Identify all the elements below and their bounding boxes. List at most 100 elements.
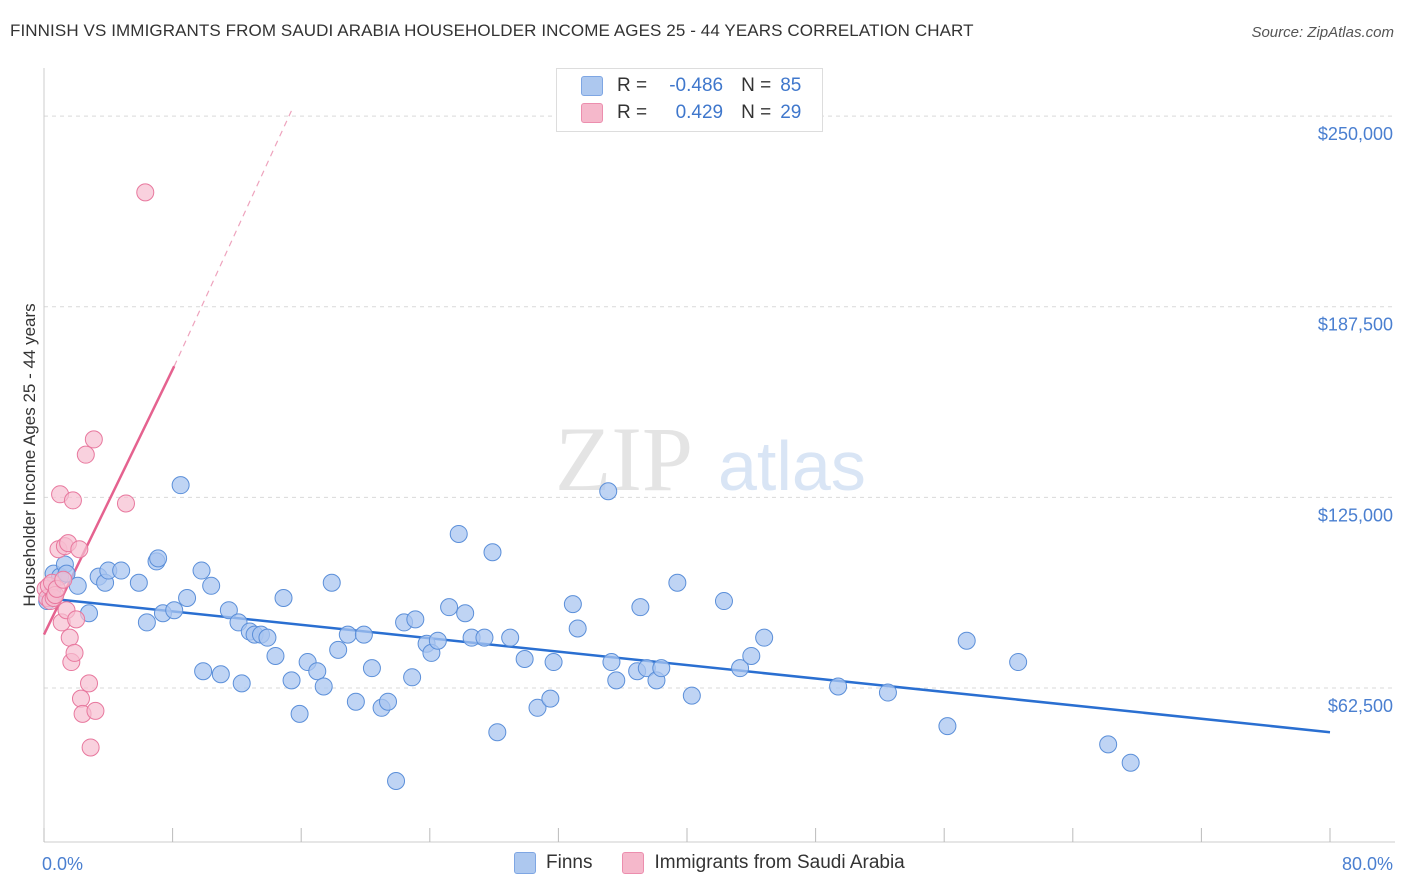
data-point-finns	[219, 601, 238, 620]
legend-item-saudi: Immigrants from Saudi Arabia	[622, 852, 905, 874]
y-tick-label: $125,000	[1318, 505, 1393, 525]
trend-line-finns	[43, 596, 1331, 734]
legend-n-value: 85	[780, 75, 802, 96]
x-tick-label: 0.0%	[42, 854, 83, 874]
data-point-finns	[406, 610, 425, 629]
data-point-finns	[957, 631, 976, 650]
data-point-finns	[387, 772, 406, 791]
data-point-finns	[211, 665, 230, 684]
data-point-finns	[322, 573, 341, 592]
data-point-finns	[731, 659, 750, 678]
data-point-finns	[515, 650, 534, 669]
data-point-finns	[755, 628, 774, 647]
data-point-finns	[878, 683, 897, 702]
data-point-finns	[544, 653, 563, 672]
legend-n-label: N =	[741, 102, 772, 123]
data-point-finns	[1121, 753, 1140, 772]
data-point-finns	[599, 482, 618, 501]
data-point-finns	[290, 704, 309, 723]
data-point-finns	[192, 561, 211, 580]
legend-row-saudi: R = 0.429 N = 29	[581, 100, 801, 126]
data-point-finns	[329, 640, 348, 659]
data-point-saudi	[80, 674, 99, 693]
data-point-finns	[266, 646, 285, 665]
data-point-saudi	[136, 183, 155, 202]
legend-label-saudi: Immigrants from Saudi Arabia	[654, 852, 905, 873]
tick-labels: $62,500 $125,000 $187,500 $250,000 0.0% 80.0%	[42, 124, 1393, 874]
y-axis-label: Householder Income Ages 25 - 44 years	[20, 303, 39, 606]
data-point-finns	[282, 671, 301, 690]
data-point-finns	[475, 628, 494, 647]
data-point-finns	[563, 595, 582, 614]
data-point-finns	[232, 674, 251, 693]
data-point-saudi	[81, 738, 100, 757]
source-label: Source: ZipAtlas.com	[1251, 24, 1394, 41]
data-point-saudi	[86, 701, 105, 720]
data-point-finns	[308, 662, 327, 681]
correlation-legend: R = -0.486 N = 85 R = 0.429 N = 29	[556, 68, 823, 132]
data-point-saudi	[63, 491, 82, 510]
data-point-finns	[938, 717, 957, 736]
data-point-saudi	[116, 494, 135, 513]
data-point-saudi	[54, 570, 73, 589]
data-point-finns	[1099, 735, 1118, 754]
data-point-finns	[631, 598, 650, 617]
data-point-finns	[165, 601, 184, 620]
data-point-finns	[488, 723, 507, 742]
legend-swatch-finns	[514, 852, 536, 874]
legend-r-label: R =	[617, 75, 648, 96]
data-point-finns	[129, 573, 148, 592]
y-tick-label: $250,000	[1318, 124, 1393, 144]
legend-r-label: R =	[617, 102, 648, 123]
data-point-finns	[541, 689, 560, 708]
legend-row-finns: R = -0.486 N = 85	[581, 73, 801, 99]
watermark-zip: ZIP	[555, 408, 693, 510]
series-legend: Finns Immigrants from Saudi Arabia	[514, 852, 935, 874]
data-point-saudi	[60, 628, 79, 647]
legend-n-value: 29	[780, 102, 802, 123]
data-point-saudi	[67, 610, 86, 629]
legend-n-label: N =	[741, 75, 772, 96]
data-point-saudi	[71, 689, 90, 708]
data-point-finns	[362, 659, 381, 678]
watermark-atlas: atlas	[718, 427, 866, 505]
data-point-finns	[137, 613, 156, 632]
x-tick-label: 80.0%	[1342, 854, 1393, 874]
data-point-finns	[354, 625, 373, 644]
data-point-finns	[483, 543, 502, 562]
data-point-saudi	[76, 445, 95, 464]
data-point-finns	[202, 576, 221, 595]
legend-swatch-saudi	[622, 852, 645, 874]
data-point-finns	[714, 592, 733, 611]
data-point-finns	[1009, 653, 1028, 672]
data-point-finns	[742, 646, 761, 665]
chart-title: FINNISH VS IMMIGRANTS FROM SAUDI ARABIA …	[10, 21, 974, 40]
data-point-finns	[440, 598, 459, 617]
data-point-finns	[428, 631, 447, 650]
data-point-finns	[668, 573, 687, 592]
data-point-finns	[178, 589, 197, 608]
data-point-finns	[346, 692, 365, 711]
data-point-finns	[258, 628, 277, 647]
data-point-finns	[568, 619, 587, 638]
data-point-finns	[379, 692, 398, 711]
data-point-finns	[449, 524, 468, 543]
data-point-finns	[607, 671, 626, 690]
data-point-finns	[314, 677, 333, 696]
data-point-finns	[171, 476, 190, 495]
data-point-saudi	[84, 430, 103, 449]
data-point-saudi	[70, 540, 89, 559]
trend-line-saudi-extension	[173, 106, 294, 367]
data-point-finns	[338, 625, 357, 644]
data-point-finns	[149, 549, 168, 568]
data-point-finns	[652, 659, 671, 678]
data-points	[36, 183, 1140, 791]
data-point-finns	[602, 653, 621, 672]
watermark: ZIP atlas	[555, 408, 866, 510]
data-point-finns	[501, 628, 520, 647]
data-point-finns	[274, 589, 293, 608]
legend-swatch-saudi	[581, 103, 603, 123]
data-point-finns	[403, 668, 422, 687]
y-tick-label: $62,500	[1328, 696, 1393, 716]
